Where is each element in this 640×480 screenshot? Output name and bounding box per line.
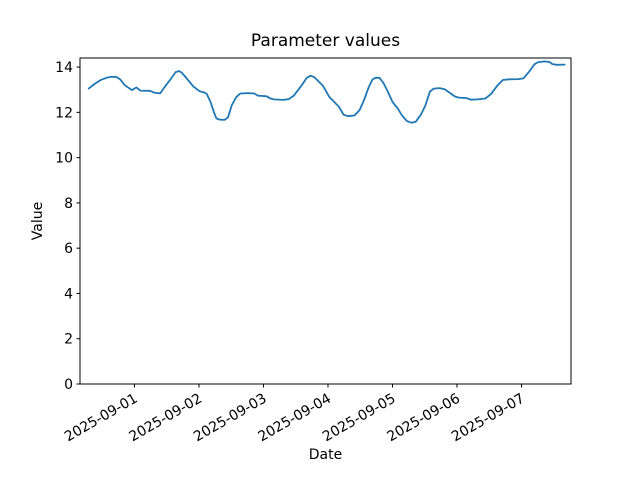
plot-border bbox=[79, 57, 572, 385]
y-tick-label: 4 bbox=[64, 286, 73, 302]
x-tick-label: 2025-09-07 bbox=[449, 391, 527, 446]
x-axis-label: Date bbox=[308, 447, 343, 463]
y-tick-label: 6 bbox=[64, 241, 73, 257]
y-tick-label: 2 bbox=[64, 332, 73, 348]
chart-title: Parameter values bbox=[250, 31, 401, 51]
y-tick-label: 12 bbox=[55, 105, 73, 121]
y-tick-label: 10 bbox=[55, 151, 73, 167]
y-tick-label: 0 bbox=[64, 377, 73, 393]
y-tick-label: 8 bbox=[64, 196, 73, 212]
series-line bbox=[87, 60, 566, 124]
y-tick-label: 14 bbox=[55, 60, 73, 76]
